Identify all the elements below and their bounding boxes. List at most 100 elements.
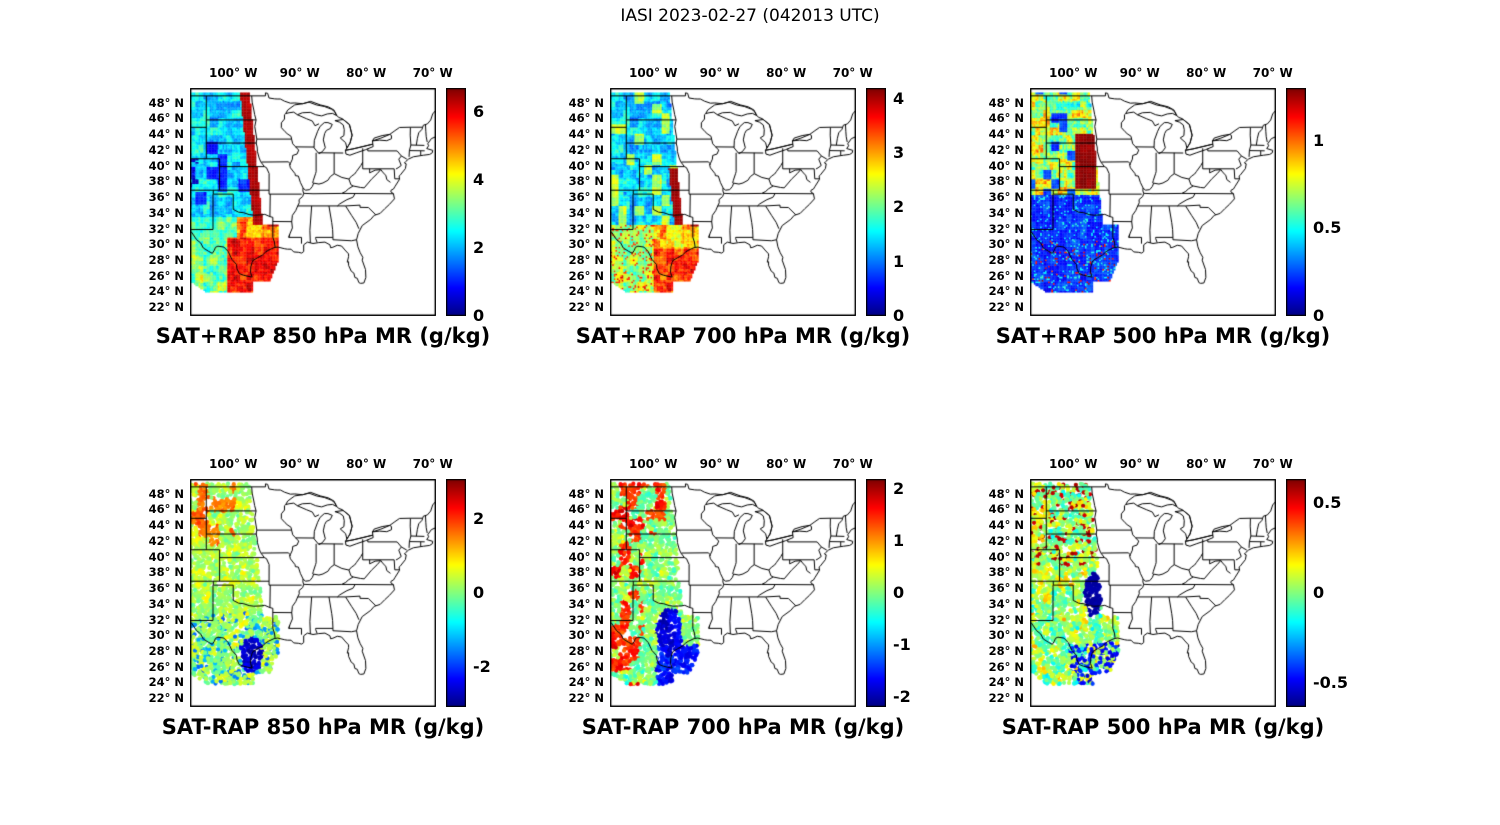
lat-tick-label: 48° N bbox=[988, 486, 1024, 501]
panel-title: SAT-RAP 700 hPa MR (g/kg) bbox=[581, 715, 905, 739]
map-panel: 100° W 90° W 80° W 70° W 48° N 46° N 44° N 42°… bbox=[128, 62, 528, 362]
lat-tick-label: 42° N bbox=[148, 533, 184, 548]
lat-tick-label: 22° N bbox=[148, 691, 184, 706]
lat-tick-label: 42° N bbox=[568, 533, 604, 548]
lat-tick-label: 34° N bbox=[568, 205, 604, 220]
lon-tick-label: 70° W bbox=[412, 457, 453, 471]
lat-tick-label: 42° N bbox=[148, 142, 184, 157]
lat-tick-label: 26° N bbox=[568, 659, 604, 674]
lat-tick-label: 22° N bbox=[988, 691, 1024, 706]
lat-tick-label: 40° N bbox=[988, 158, 1024, 173]
lat-tick-label: 22° N bbox=[988, 300, 1024, 315]
colorbar-tick-label: 4 bbox=[473, 169, 485, 189]
lat-tick-label: 32° N bbox=[148, 612, 184, 627]
panel-title: SAT-RAP 500 hPa MR (g/kg) bbox=[1001, 715, 1325, 739]
lat-tick-label: 48° N bbox=[568, 486, 604, 501]
lon-tick-label: 90° W bbox=[1119, 457, 1160, 471]
lat-tick-label: 24° N bbox=[568, 675, 604, 690]
lat-tick-label: 28° N bbox=[568, 252, 604, 267]
lat-tick-label: 24° N bbox=[988, 284, 1024, 299]
lon-tick-label: 70° W bbox=[412, 66, 453, 80]
lat-tick-label: 42° N bbox=[988, 142, 1024, 157]
lat-tick-label: 30° N bbox=[568, 628, 604, 643]
lat-tick-label: 24° N bbox=[988, 675, 1024, 690]
lat-tick-label: 44° N bbox=[568, 518, 604, 533]
lat-tick-label: 40° N bbox=[148, 549, 184, 564]
lon-tick-label: 100° W bbox=[1048, 66, 1098, 80]
lon-tick-label: 100° W bbox=[628, 66, 678, 80]
lat-tick-label: 26° N bbox=[148, 659, 184, 674]
figure-title: IASI 2023-02-27 (042013 UTC) bbox=[620, 6, 880, 26]
colorbar-tick-label: 1 bbox=[1313, 130, 1325, 150]
map-panel: 100° W 90° W 80° W 70° W 48° N 46° N 44° N 42°… bbox=[968, 453, 1368, 753]
lat-tick-label: 34° N bbox=[988, 596, 1024, 611]
lat-tick-label: 22° N bbox=[568, 691, 604, 706]
lat-tick-label: 44° N bbox=[568, 127, 604, 142]
lat-tick-label: 26° N bbox=[988, 268, 1024, 283]
lat-tick-label: 36° N bbox=[988, 190, 1024, 205]
lat-tick-label: 46° N bbox=[148, 111, 184, 126]
lat-tick-label: 40° N bbox=[148, 158, 184, 173]
map-panel: 100° W 90° W 80° W 70° W 48° N 46° N 44° N 42°… bbox=[968, 62, 1368, 362]
lon-tick-label: 90° W bbox=[699, 457, 740, 471]
lat-tick-label: 22° N bbox=[148, 300, 184, 315]
map-canvas bbox=[190, 88, 436, 316]
colorbar bbox=[1286, 479, 1306, 707]
lat-tick-label: 44° N bbox=[148, 518, 184, 533]
lat-tick-label: 44° N bbox=[988, 127, 1024, 142]
lat-tick-label: 28° N bbox=[568, 643, 604, 658]
lon-tick-label: 70° W bbox=[832, 66, 873, 80]
lat-tick-label: 44° N bbox=[148, 127, 184, 142]
lat-tick-label: 38° N bbox=[988, 174, 1024, 189]
lat-tick-label: 38° N bbox=[148, 174, 184, 189]
lat-tick-label: 32° N bbox=[988, 612, 1024, 627]
map-panel: 100° W 90° W 80° W 70° W 48° N 46° N 44° N 42°… bbox=[548, 453, 948, 753]
lat-tick-label: 48° N bbox=[148, 486, 184, 501]
colorbar-tick-label: 0 bbox=[893, 583, 905, 602]
lat-tick-label: 30° N bbox=[568, 237, 604, 252]
colorbar-tick-label: 0.5 bbox=[1313, 492, 1342, 512]
map-canvas bbox=[610, 479, 856, 707]
colorbar-tick-label: 2 bbox=[473, 509, 485, 529]
colorbar bbox=[866, 88, 886, 316]
lat-tick-label: 34° N bbox=[568, 596, 604, 611]
colorbar-tick-label: 1 bbox=[893, 251, 905, 271]
colorbar-tick-label: 2 bbox=[893, 479, 905, 499]
lon-tick-label: 70° W bbox=[832, 457, 873, 471]
colorbar-tick-label: -0.5 bbox=[1313, 673, 1348, 693]
colorbar bbox=[1286, 88, 1306, 316]
lat-tick-label: 36° N bbox=[148, 581, 184, 596]
colorbar-tick-label: 0 bbox=[1313, 306, 1325, 325]
colorbar-tick-label: 1 bbox=[893, 531, 905, 551]
lat-tick-label: 32° N bbox=[148, 221, 184, 236]
map-canvas bbox=[190, 479, 436, 707]
lat-tick-label: 48° N bbox=[568, 95, 604, 110]
map-canvas bbox=[1030, 88, 1276, 316]
colorbar-tick-label: -2 bbox=[893, 686, 911, 706]
lat-tick-label: 46° N bbox=[988, 111, 1024, 126]
lat-tick-label: 28° N bbox=[988, 643, 1024, 658]
lon-tick-label: 80° W bbox=[766, 66, 807, 80]
colorbar-tick-label: 6 bbox=[473, 101, 485, 121]
lat-tick-label: 38° N bbox=[568, 565, 604, 580]
lat-tick-label: 38° N bbox=[988, 565, 1024, 580]
lat-tick-label: 26° N bbox=[568, 268, 604, 283]
lat-tick-label: 40° N bbox=[568, 549, 604, 564]
lat-tick-label: 36° N bbox=[568, 190, 604, 205]
lon-tick-label: 100° W bbox=[208, 457, 258, 471]
colorbar bbox=[866, 479, 886, 707]
lat-tick-label: 46° N bbox=[148, 502, 184, 517]
colorbar-tick-label: 0.5 bbox=[1313, 218, 1342, 238]
lat-tick-label: 30° N bbox=[988, 237, 1024, 252]
lat-tick-label: 36° N bbox=[148, 190, 184, 205]
lon-tick-label: 80° W bbox=[1186, 457, 1227, 471]
colorbar-tick-label: 2 bbox=[473, 237, 485, 257]
panel-title: SAT+RAP 850 hPa MR (g/kg) bbox=[155, 324, 491, 348]
lat-tick-label: 30° N bbox=[148, 237, 184, 252]
lat-tick-label: 32° N bbox=[988, 221, 1024, 236]
lat-tick-label: 30° N bbox=[148, 628, 184, 643]
lat-tick-label: 40° N bbox=[988, 549, 1024, 564]
lat-tick-label: 38° N bbox=[148, 565, 184, 580]
lon-tick-label: 100° W bbox=[628, 457, 678, 471]
